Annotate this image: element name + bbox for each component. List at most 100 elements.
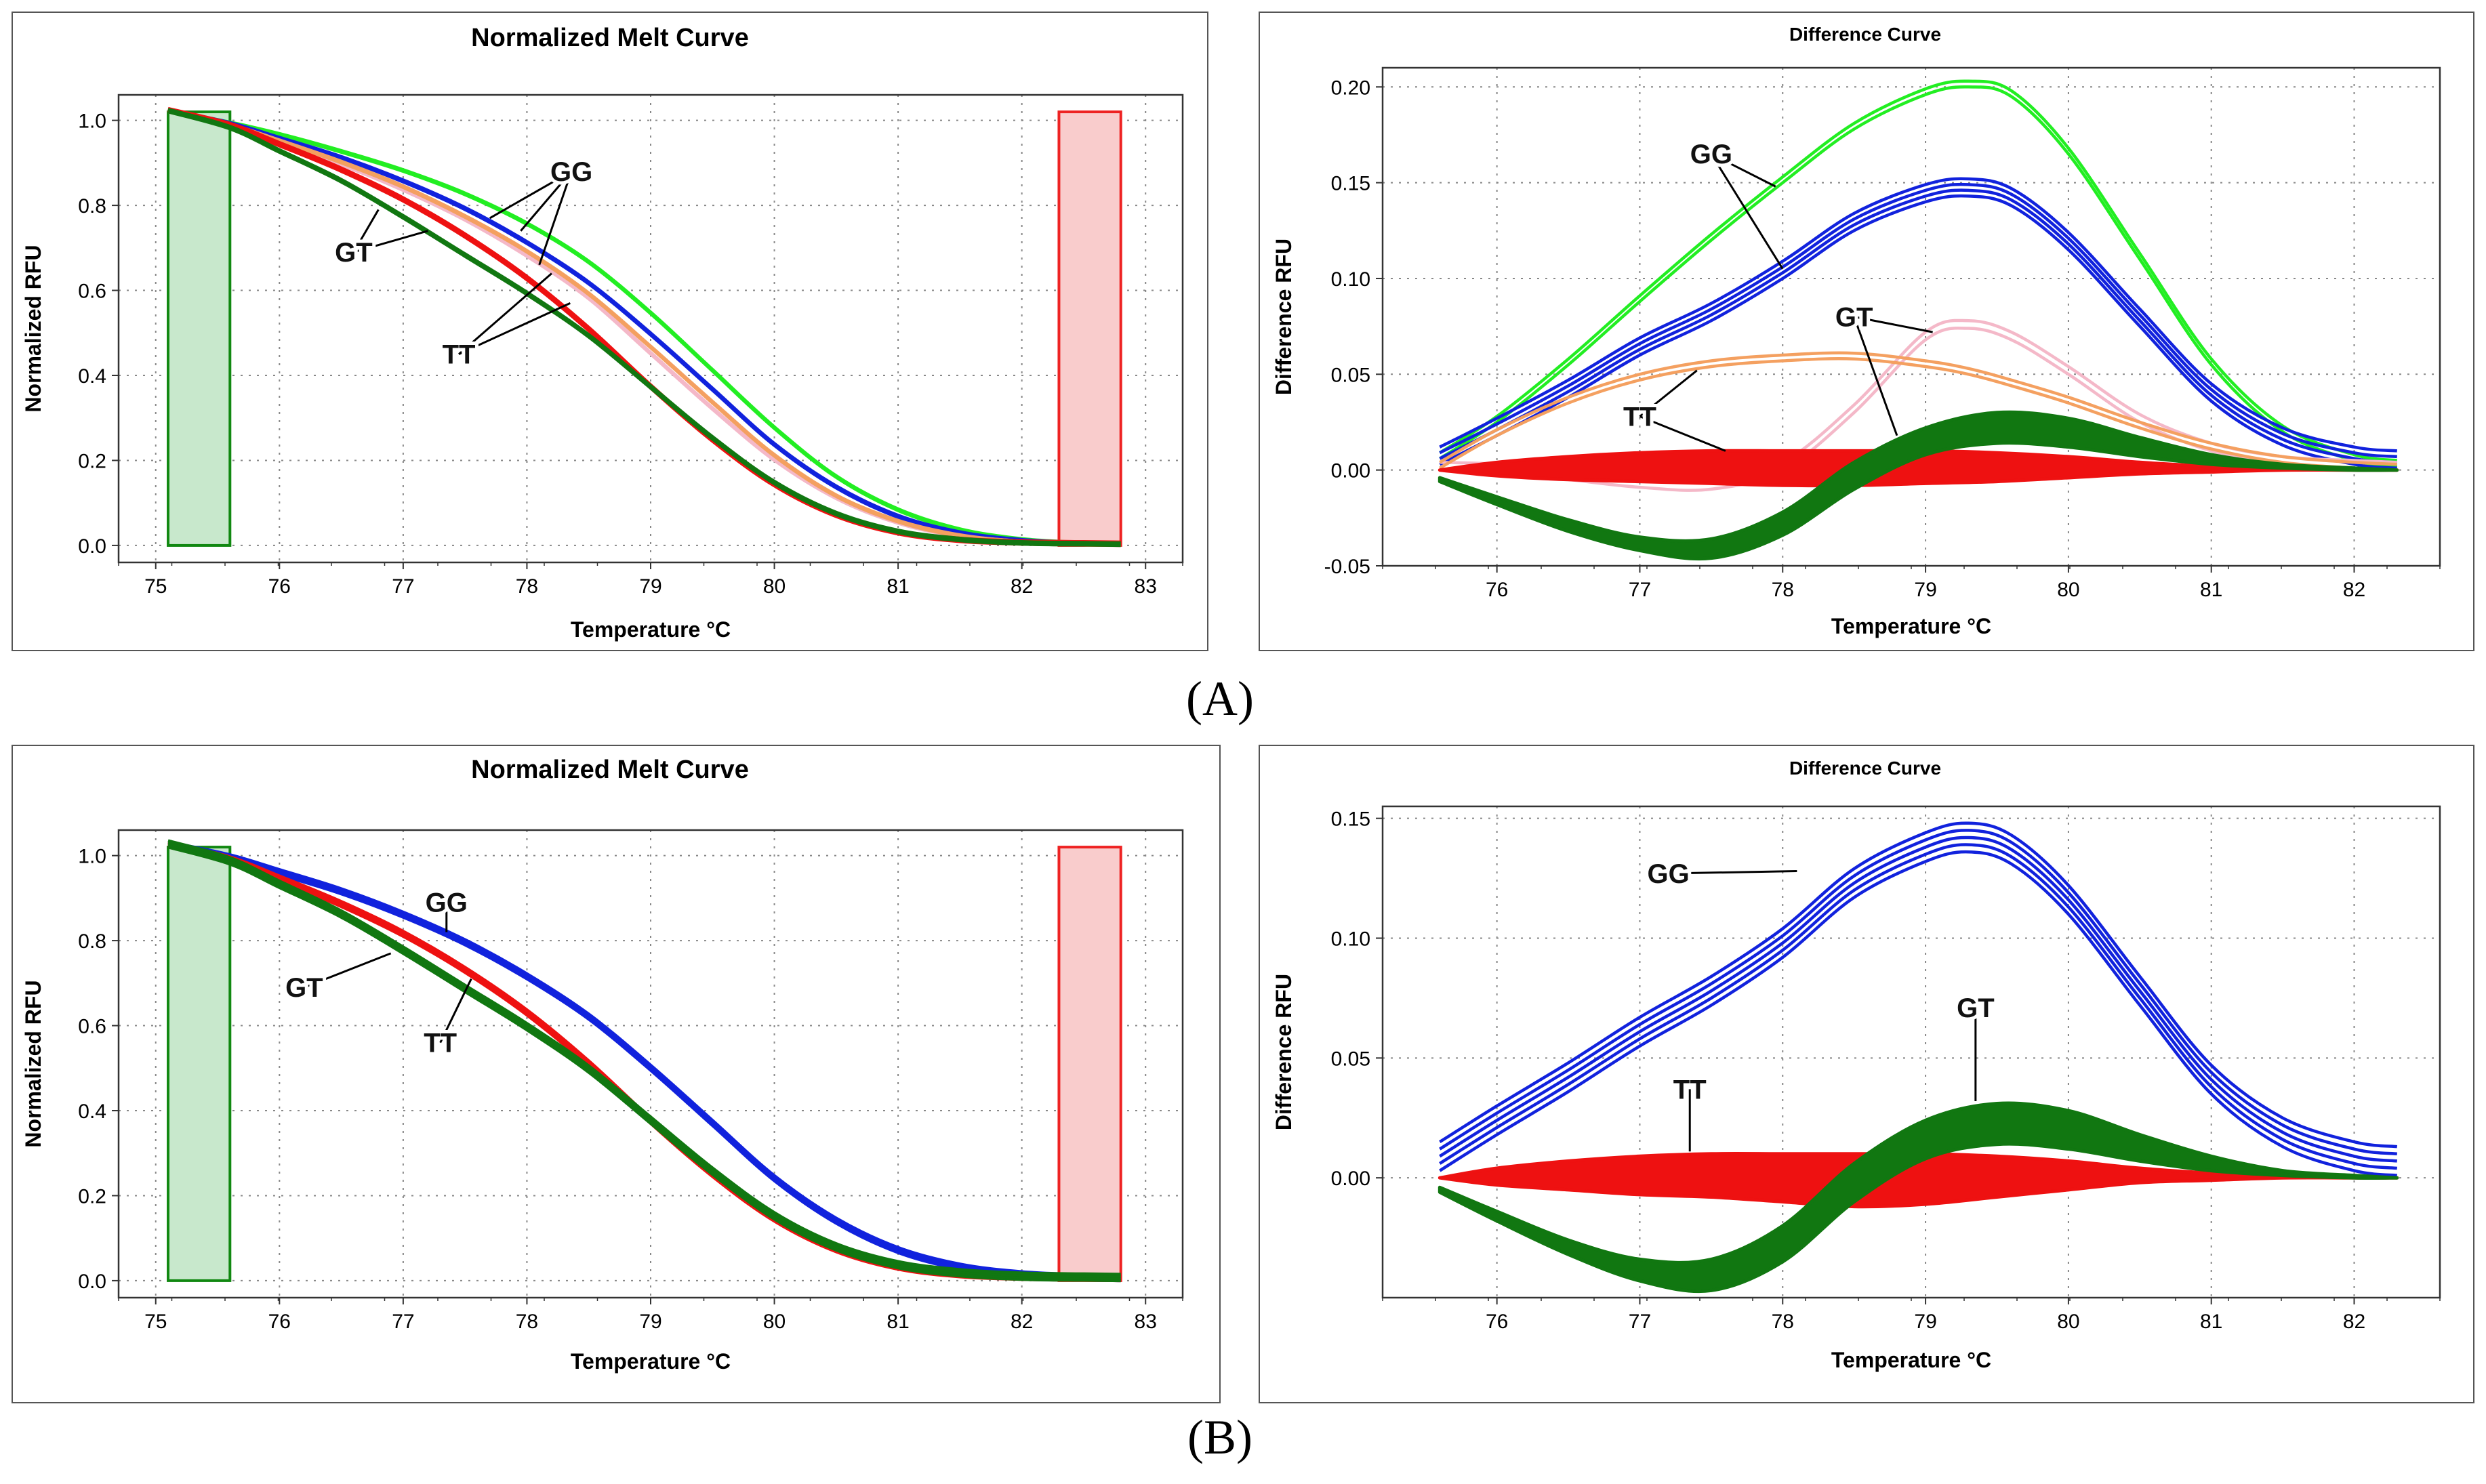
y-tick-label: 0.00 [1331, 460, 1370, 482]
series-line-gt [167, 841, 1121, 1278]
annotation-leader-gt [304, 952, 392, 989]
series-line-gt [167, 845, 1121, 1283]
y-tick-label: 0.6 [78, 281, 106, 303]
series-line-tt [1439, 351, 2397, 466]
y-tick-label: -0.05 [1324, 556, 1370, 578]
series-line-gg [167, 840, 1121, 1277]
series-line-gg [1439, 182, 2398, 459]
annotation-leader-tt [439, 978, 472, 1044]
x-tick-label: 77 [1629, 579, 1651, 601]
series-line-gg [1439, 850, 2398, 1177]
y-tick-label: 0.05 [1331, 1048, 1370, 1070]
x-axis-label: Temperature °C [571, 1349, 731, 1374]
x-tick-label: 81 [2200, 579, 2222, 601]
series-layer [1438, 821, 2399, 1294]
x-tick-label: 80 [763, 1311, 786, 1333]
annotation-leader-tt [1639, 415, 1726, 452]
series-layer [167, 839, 1121, 1283]
x-tick-label: 77 [1629, 1311, 1651, 1333]
annotation-leader-tt [458, 302, 571, 356]
y-tick-label: 0.20 [1331, 77, 1370, 99]
series-line-gg [1439, 85, 2398, 468]
chart-a-melt: Normalized Melt Curve 75 76 77 78 79 80 81 82 83 0… [12, 12, 1208, 651]
annotation-leader-gg [1711, 152, 1776, 188]
x-tick-label: 77 [392, 1311, 414, 1333]
series-line-gg [1439, 79, 2398, 462]
series-line-tt [167, 108, 1121, 545]
x-tick-label: 82 [1011, 575, 1033, 598]
chart-b-diff: Difference Curve 76 77 78 79 80 81 82 0.00 0.05 0.… [1259, 745, 2474, 1403]
annotation-leader-tt [458, 272, 552, 355]
x-tick-label: 75 [144, 1311, 167, 1333]
x-tick-label: 82 [1011, 1311, 1033, 1333]
annotation-label-gt: GT [1957, 993, 1995, 1023]
y-tick-label: 0.0 [78, 535, 106, 558]
series-band-gt [1438, 410, 2399, 561]
x-tick-label: 81 [887, 1311, 909, 1333]
annotation-leader-gg [1710, 153, 1784, 270]
y-tick-label: 0.6 [78, 1016, 106, 1038]
x-tick-label: 79 [639, 1311, 661, 1333]
series-line-gg [1439, 177, 2398, 453]
series-line-gg [1439, 188, 2397, 464]
series-line-gg [1439, 836, 2398, 1163]
x-tick-label: 78 [1772, 579, 1794, 601]
x-tick-label: 78 [516, 1311, 538, 1333]
y-tick-label: 0.00 [1331, 1168, 1370, 1190]
series-line-tt [1439, 357, 2397, 472]
x-tick-label: 81 [887, 575, 909, 598]
x-tick-label: 78 [516, 575, 538, 598]
y-tick-label: 0.2 [78, 1185, 106, 1208]
annotation-label-gg: GG [1690, 140, 1732, 169]
y-tick-label: 0.05 [1331, 364, 1370, 386]
annotation-leader-gg [520, 170, 573, 232]
x-tick-label: 81 [2200, 1311, 2222, 1333]
x-tick-label: 77 [392, 575, 414, 598]
series-layer [167, 106, 1121, 548]
annotation-leader-gt [1853, 316, 1898, 436]
chart-frame [1259, 745, 2474, 1403]
chart-a-diff: Difference Curve 76 77 78 79 80 81 82 -0.05 0.00 0… [1259, 12, 2474, 651]
series-line-gt [167, 108, 1121, 545]
annotation-leader-tt [1639, 369, 1698, 417]
x-tick-label: 76 [268, 575, 291, 598]
x-tick-label: 79 [1914, 579, 1936, 601]
y-tick-label: 1.0 [78, 846, 106, 868]
series-line-gg [167, 108, 1121, 545]
y-tick-label: 0.8 [78, 930, 106, 953]
x-tick-label: 82 [2343, 1311, 2365, 1333]
chart-title: Difference Curve [1789, 24, 1941, 45]
x-tick-label: 83 [1135, 575, 1157, 598]
y-tick-label: 0.8 [78, 195, 106, 218]
x-axis-label: Temperature °C [1831, 1348, 1991, 1372]
y-tick-label: 0.2 [78, 450, 106, 472]
annotation-leader-gg [489, 170, 572, 220]
series-line-gg [1439, 194, 2397, 470]
x-axis-label: Temperature °C [571, 617, 731, 642]
y-axis-label: Normalized RFU [21, 980, 45, 1147]
x-axis-label: Temperature °C [1831, 614, 1991, 638]
melt-region-post-melt [1057, 110, 1122, 547]
x-tick-label: 76 [268, 1311, 291, 1333]
series-layer [1438, 79, 2399, 561]
annotation-leader-gg [538, 171, 573, 266]
series-line-gt [167, 110, 1121, 548]
annotation-label-gt: GT [335, 238, 373, 268]
x-tick-label: 78 [1772, 1311, 1794, 1333]
chart-frame [1259, 12, 2474, 651]
y-tick-label: 0.15 [1331, 173, 1370, 195]
x-tick-label: 83 [1135, 1311, 1157, 1333]
chart-b-melt: Normalized Melt Curve 75 76 77 78 79 80 81 82 83 0… [12, 745, 1221, 1403]
annotation-label-tt: TT [1623, 403, 1656, 432]
annotation-label-gg: GG [550, 157, 592, 187]
series-line-gg [1439, 821, 2398, 1149]
x-tick-label: 80 [2057, 579, 2079, 601]
y-tick-label: 0.10 [1331, 928, 1370, 951]
annotation-label-gg: GG [1648, 859, 1690, 889]
annotation-leader-gt [1854, 316, 1933, 333]
series-line-gt [1440, 326, 2397, 492]
x-tick-label: 80 [2057, 1311, 2079, 1333]
x-tick-label: 76 [1486, 1311, 1508, 1333]
chart-title: Difference Curve [1789, 758, 1941, 779]
